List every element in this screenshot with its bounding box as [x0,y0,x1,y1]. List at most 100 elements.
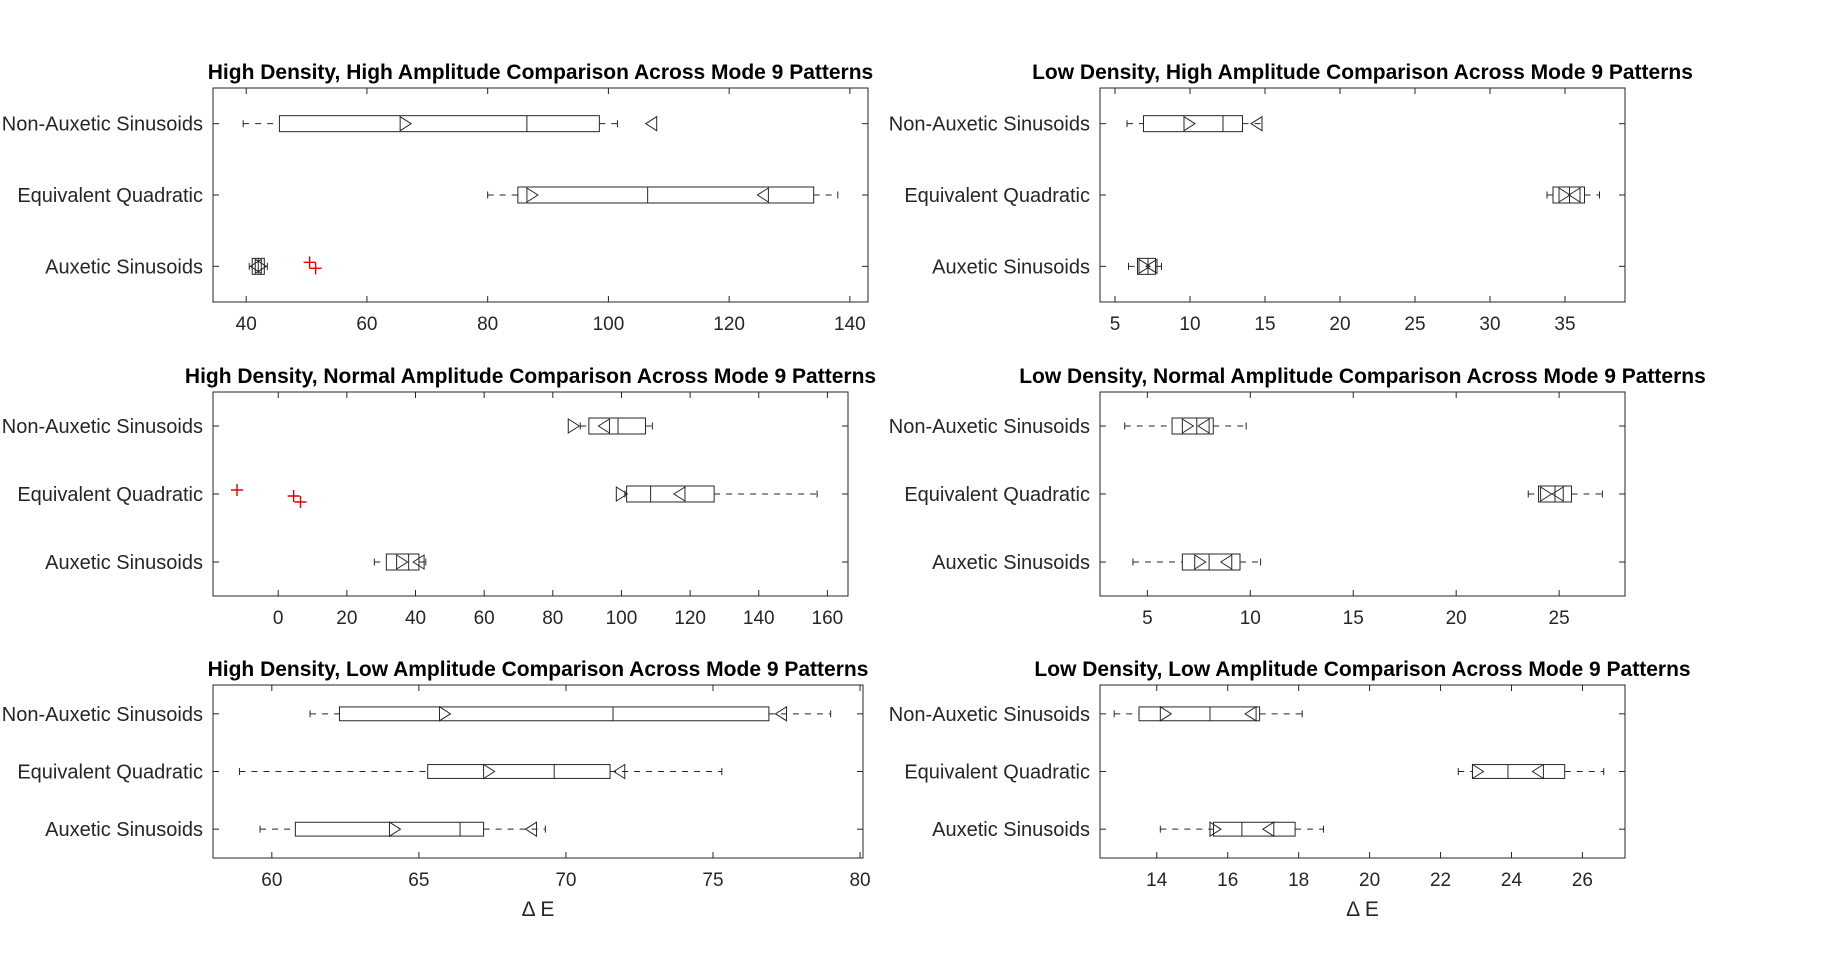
x-tick-label: 15 [1254,314,1275,335]
x-tick-label: 22 [1430,870,1451,891]
x-tick-label: 65 [408,870,429,891]
interquartile-box [1213,821,1296,837]
x-axis-label: Δ E [522,898,555,921]
x-tick-label: 14 [1146,870,1168,891]
x-tick-label: 18 [1288,870,1309,891]
notch-low-marker [1138,258,1151,275]
notch-low-marker [1540,486,1553,502]
interquartile-box [1143,115,1243,133]
notch-low-marker [1471,763,1485,780]
notch-high-marker [1568,187,1581,203]
x-tick-label: 0 [273,608,284,629]
x-tick-label: 70 [555,870,576,891]
x-tick-label: 40 [405,608,426,629]
outlier-marker [303,256,316,269]
x-tick-label: 160 [812,608,844,629]
category-label: Auxetic Sinusoids [45,819,203,841]
x-tick-label: 24 [1501,870,1523,891]
notch-high-marker [249,258,262,275]
notch-low-marker [615,486,629,502]
interquartile-box [1171,417,1214,435]
box-1 [309,705,832,722]
category-label: Equivalent Quadratic [904,185,1090,207]
notch-low-marker [254,258,268,275]
x-tick-label: 140 [834,314,866,335]
notch-low-marker [526,187,539,203]
box-2 [1457,763,1605,780]
x-tick-label: 75 [702,870,723,891]
notch-high-marker [1197,418,1210,434]
subplot-4: Low Density, Normal Amplitude Comparison… [889,365,1706,629]
x-tick-label: 60 [356,314,377,335]
notch-high-marker [756,187,769,203]
box-2 [231,484,818,508]
box-1 [1113,705,1303,722]
x-tick-label: 100 [606,608,638,629]
notch-low-marker [1159,705,1173,722]
box-1 [567,417,653,435]
box-1 [242,115,658,133]
outlier-marker [309,262,322,275]
interquartile-box [626,485,715,503]
category-label: Non-Auxetic Sinusoids [2,416,203,438]
notch-low-marker [1194,554,1207,570]
x-tick-label: 120 [674,608,706,629]
category-label: Equivalent Quadratic [17,185,203,207]
category-label: Auxetic Sinusoids [45,256,203,278]
x-tick-label: 20 [336,608,357,629]
notch-low-marker [1558,187,1571,203]
notch-low-marker [483,763,496,780]
chart-title: High Density, High Amplitude Comparison … [208,61,873,84]
notch-low-marker [399,115,413,132]
category-label: Equivalent Quadratic [904,484,1090,506]
notch-high-marker [1250,115,1263,132]
axes-frame [1099,87,1626,303]
box-3 [1132,553,1262,571]
notch-low-marker [1209,821,1222,838]
box-3 [259,821,546,838]
box-2 [1546,186,1600,204]
x-tick-label: 100 [593,314,625,335]
category-label: Equivalent Quadratic [904,762,1090,784]
x-tick-label: 60 [474,608,495,629]
category-label: Non-Auxetic Sinusoids [2,704,203,726]
subplot-1: High Density, High Amplitude Comparison … [2,61,873,335]
subplot-5: High Density, Low Amplitude Comparison A… [2,658,871,921]
x-tick-label: 25 [1404,314,1425,335]
box-3 [1128,257,1162,275]
x-tick-label: 10 [1240,608,1261,629]
notch-low-marker [1183,115,1196,132]
interquartile-box [1181,553,1241,571]
axes-frame [1099,391,1626,597]
category-label: Non-Auxetic Sinusoids [889,416,1090,438]
axes-frame [212,87,869,303]
category-label: Non-Auxetic Sinusoids [889,704,1090,726]
x-tick-label: 60 [261,870,282,891]
notch-high-marker [1145,258,1158,275]
x-tick-label: 20 [1446,608,1467,629]
box-3 [373,553,427,571]
subplot-6: Low Density, Low Amplitude Comparison Ac… [889,658,1691,921]
notch-low-marker [396,554,409,570]
notch-high-marker [644,115,658,132]
x-tick-label: 26 [1572,870,1593,891]
box-2 [487,186,839,204]
x-tick-label: 5 [1142,608,1153,629]
notch-high-marker [1261,821,1275,838]
category-label: Auxetic Sinusoids [932,256,1090,278]
notch-high-marker [524,821,538,838]
outlier-marker [287,490,300,502]
x-tick-label: 80 [542,608,563,629]
notch-high-marker [412,554,425,570]
notch-high-marker [1551,486,1564,502]
outlier-marker [231,484,244,496]
x-tick-label: 25 [1549,608,1570,629]
notch-high-marker [774,705,788,722]
x-tick-label: 120 [713,314,745,335]
category-label: Equivalent Quadratic [17,762,203,784]
chart-title: Low Density, Low Amplitude Comparison Ac… [1034,658,1690,681]
box-3 [248,256,322,275]
x-tick-label: 40 [236,314,257,335]
x-tick-label: 20 [1359,870,1380,891]
notch-high-marker [597,418,610,434]
